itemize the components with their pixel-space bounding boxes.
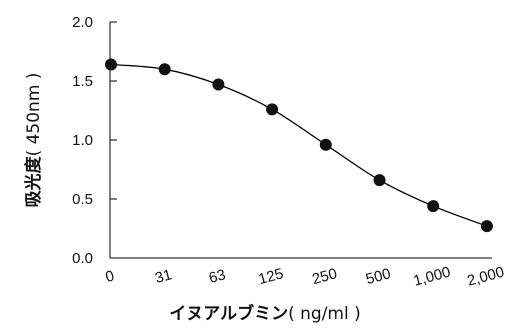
y-tick-label: 0.5 [72, 191, 93, 208]
x-tick-label: 125 [257, 265, 286, 288]
x-tick-label: 0 [104, 267, 116, 286]
x-tick-label: 31 [153, 266, 174, 287]
x-tick-label: 63 [207, 266, 228, 287]
x-tick-label: 250 [310, 265, 339, 288]
x-axis-title-main: イヌアルブミン [169, 303, 288, 324]
data-point [373, 174, 386, 187]
data-point [427, 200, 440, 213]
data-point [105, 58, 117, 71]
y-axis-title: 吸光度( 450nm ) [23, 73, 44, 208]
y-ticks: 0.0 0.5 1.0 1.5 2.0 [72, 14, 117, 267]
series-line [110, 63, 488, 227]
data-point [319, 138, 332, 151]
data-point [158, 63, 171, 76]
axes [109, 22, 492, 259]
y-tick-label: 0.0 [72, 250, 93, 267]
y-tick-label: 1.5 [72, 73, 93, 90]
x-tick-label: 2,000 [465, 264, 506, 290]
x-axis-title: イヌアルブミン( ng/ml ) [169, 303, 361, 324]
series [105, 58, 493, 233]
x-tick-label: 1,000 [412, 264, 453, 290]
y-tick-label: 2.0 [72, 14, 93, 31]
data-point [266, 103, 279, 116]
x-tick-label: 500 [364, 265, 393, 288]
x-ticks: 0 31 63 125 250 500 1,000 2,000 [104, 264, 506, 290]
x-axis-title-unit: ( ng/ml ) [288, 304, 361, 324]
y-tick-label: 1.0 [72, 132, 93, 149]
y-axis-title-main: 吸光度 [23, 155, 44, 207]
y-axis-title-unit: ( 450nm ) [24, 73, 44, 157]
data-point [480, 220, 493, 233]
data-point [212, 78, 225, 91]
